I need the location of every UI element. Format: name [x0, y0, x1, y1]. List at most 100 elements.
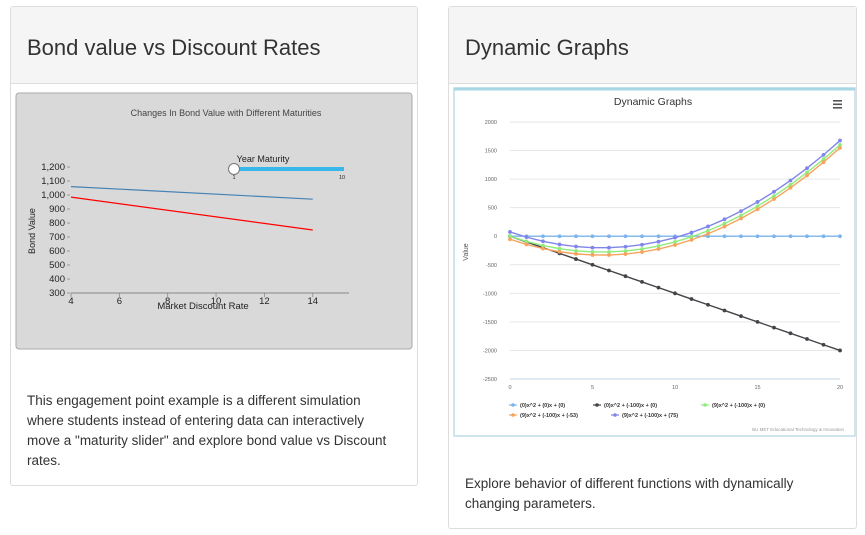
card-description: Explore behavior of different functions …: [465, 476, 794, 511]
series-5-point: [574, 244, 578, 249]
x-tick-label: 8: [165, 296, 170, 307]
series-2-point: [821, 342, 826, 347]
series-1-point: [805, 234, 809, 239]
series-5-point: [656, 239, 661, 244]
series-2-point: [722, 308, 727, 313]
series-3-point: [722, 221, 727, 226]
y-tick-label: 900: [49, 204, 65, 215]
series-3-point: [574, 248, 578, 253]
card-header: Dynamic Graphs: [449, 7, 856, 84]
bond-value-chart: Changes In Bond Value with Different Mat…: [15, 92, 413, 350]
series-3-point: [838, 142, 842, 147]
legend-item[interactable]: (0)x^2 + (-100)x + (0): [604, 403, 657, 409]
y-tick-label: 500: [488, 206, 497, 212]
series-4-point: [838, 145, 842, 150]
y-tick-label: 500: [49, 260, 65, 271]
series-2-point: [590, 262, 595, 267]
y-tick-label: -2500: [483, 377, 497, 383]
series-4-point: [590, 253, 595, 257]
x-tick-label: 4: [68, 296, 73, 307]
legend-item[interactable]: (9)x^2 + (-100)x + (0): [712, 403, 765, 409]
y-tick-label: 2000: [485, 120, 497, 126]
x-tick-label: 6: [117, 296, 122, 307]
series-3-point: [623, 249, 628, 253]
series-1-point: [788, 234, 793, 239]
x-tick-label: 15: [754, 385, 760, 391]
maturity-slider[interactable]: Year Maturity 1 10: [228, 154, 346, 181]
series-1-point: [541, 234, 545, 239]
y-tick-label: -2000: [483, 348, 497, 354]
series-4-point: [623, 252, 628, 256]
bond-chart-panel: Changes In Bond Value with Different Mat…: [13, 91, 415, 353]
series-2-point: [772, 325, 776, 330]
series-3-point: [689, 234, 694, 239]
slider-track[interactable]: [234, 167, 344, 171]
legend-symbol-marker: [703, 403, 707, 407]
x-tick-label: 12: [259, 296, 270, 307]
legend-item[interactable]: (9)x^2 + (-100)x + (-53): [520, 413, 578, 419]
series-4-point: [574, 251, 578, 256]
series-4-point: [640, 250, 644, 254]
y-tick-label: 1,000: [41, 190, 65, 201]
series-3-point: [805, 170, 809, 175]
series-4-point: [673, 243, 677, 247]
series-3-point: [821, 157, 826, 162]
y-tick-label: -500: [486, 263, 497, 269]
series-4-point: [755, 207, 760, 212]
chart-background: [453, 87, 856, 437]
series-1-point: [656, 234, 661, 239]
y-tick-label: 1,200: [41, 162, 65, 173]
slider-label: Year Maturity: [237, 154, 290, 164]
series-2-point: [673, 291, 677, 296]
y-tick-label: -1000: [483, 291, 497, 297]
series-5-point: [640, 242, 644, 247]
series-4-point: [772, 197, 776, 201]
series-5-point: [689, 230, 694, 235]
series-3-point: [788, 182, 793, 187]
series-2-point: [640, 280, 644, 284]
dynamic-graphs-card: Dynamic Graphs Dynamic Graphs 2000 1500 10…: [448, 6, 857, 529]
series-3-point: [590, 250, 595, 254]
chart-credits: BU MET Educational Technology & Innovati…: [752, 427, 844, 432]
chart-legend: (0)x^2 + (0)x + (0) (0)x^2 + (-100)x + (0…: [509, 403, 765, 419]
legend-item[interactable]: (9)x^2 + (-100)x + (75): [622, 413, 678, 419]
series-3-point: [673, 240, 677, 244]
y-tick-label: 1,100: [41, 176, 65, 187]
y-tick-label: 300: [49, 288, 65, 299]
series-1-point: [640, 234, 644, 239]
series-1-point: [772, 234, 776, 239]
legend-item[interactable]: (0)x^2 + (0)x + (0): [520, 403, 565, 409]
x-tick-label: 14: [307, 296, 318, 307]
series-1-point: [607, 234, 611, 239]
legend-symbol-marker: [511, 413, 515, 417]
series-3-point: [524, 239, 529, 244]
series-2-point: [739, 314, 743, 319]
series-4-point: [508, 237, 512, 242]
series-3-point: [772, 194, 776, 198]
series-5-point: [590, 245, 595, 250]
y-tick-label: 400: [49, 274, 65, 285]
y-tick-label: 0: [494, 234, 497, 240]
series-4-point: [821, 160, 826, 165]
slider-handle[interactable]: [228, 163, 240, 175]
series-3-point: [755, 204, 760, 209]
series-5-point: [623, 244, 628, 249]
x-tick-label: 0: [508, 385, 511, 391]
series-5-point: [541, 239, 545, 244]
series-2-point: [838, 348, 842, 353]
y-tick-label: 700: [49, 232, 65, 243]
series-5-point: [607, 245, 611, 250]
y-tick-label: -1500: [483, 320, 497, 326]
series-5-point: [838, 138, 842, 143]
card-title: Bond value vs Discount Rates: [27, 35, 321, 60]
series-3-point: [640, 247, 644, 251]
hamburger-icon[interactable]: [833, 100, 842, 109]
card-description: This engagement point example is a diffe…: [27, 393, 387, 468]
x-tick-label: 10: [672, 385, 678, 391]
y-tick-label: 800: [49, 218, 65, 229]
series-1-point: [574, 234, 578, 239]
series-4-point: [557, 249, 562, 254]
chart-title: Changes In Bond Value with Different Mat…: [131, 108, 322, 118]
x-tick-label: 5: [591, 385, 594, 391]
y-tick-label: 1500: [485, 149, 497, 155]
